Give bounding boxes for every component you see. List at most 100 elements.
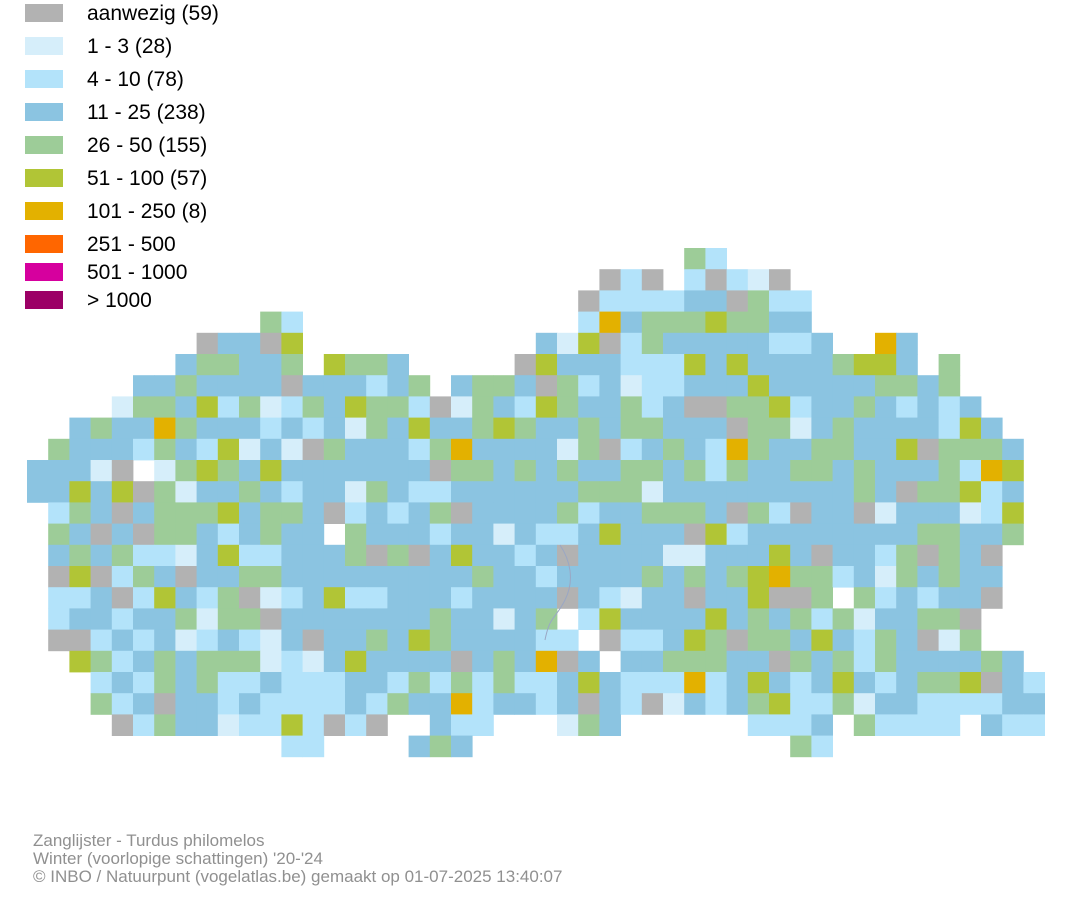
grid-cell [217,332,240,355]
grid-cell [896,523,918,546]
grid-cell [917,438,939,461]
grid-cell [90,502,113,524]
grid-cell [705,544,727,567]
grid-cell [917,693,939,715]
grid-cell [853,566,876,588]
grid-cell [705,608,727,630]
legend-label: 51 - 100 (57) [87,167,208,190]
grid-cell [408,417,431,440]
grid-cell [938,396,961,418]
grid-cell [811,629,833,652]
legend-label: 11 - 25 (238) [87,101,206,124]
grid-cell [620,608,643,630]
grid-cell [641,544,664,567]
grid-cell [769,523,791,546]
grid-cell [217,396,240,418]
grid-cell [938,460,961,482]
grid-cell [705,650,727,673]
grid-cell [260,523,282,546]
grid-cell [896,481,918,503]
grid-cell [535,544,558,567]
grid-cell [917,502,939,524]
grid-cell [853,460,876,482]
grid-cell [472,693,494,715]
grid-cell [535,354,558,376]
grid-cell [90,417,113,440]
grid-cell [769,587,791,609]
grid-cell [281,587,303,609]
grid-cell [557,714,579,736]
grid-cell [302,460,325,482]
legend-label: 101 - 250 (8) [87,200,208,223]
grid-cell [535,523,558,546]
grid-cell [239,650,261,673]
grid-cell [260,693,282,715]
grid-cell [705,502,727,524]
grid-cell [663,354,685,376]
grid-cell [429,438,452,461]
grid-cell [917,714,939,736]
grid-cell [48,544,70,567]
grid-cell [90,481,113,503]
grid-cell [726,332,749,355]
grid-cell [853,523,876,546]
grid-cell [217,375,240,397]
grid-cell [345,438,367,461]
grid-cell [451,672,473,694]
river-line [544,544,571,641]
grid-cell [599,608,621,630]
grid-cell [281,481,303,503]
grid-cell [493,481,515,503]
grid-cell [769,332,791,355]
grid-cell [917,417,939,440]
grid-cell [557,332,579,355]
grid-cell [387,693,409,715]
grid-cell [302,714,325,736]
grid-cell [811,544,833,567]
grid-cell [747,502,770,524]
grid-cell [111,566,134,588]
grid-cell [641,566,664,588]
grid-cell [429,608,452,630]
legend-label: > 1000 [87,289,152,312]
grid-cell [875,417,897,440]
grid-cell [938,375,961,397]
grid-cell [493,396,515,418]
grid-cell [726,544,749,567]
grid-cell [472,502,494,524]
grid-cell [133,375,155,397]
grid-cell [790,587,812,609]
grid-cell [811,608,833,630]
grid-cell [959,672,982,694]
grid-cell [154,502,176,524]
grid-cell [747,650,770,673]
grid-cell [705,417,727,440]
grid-cell [217,629,240,652]
grid-cell [535,608,558,630]
grid-cell [472,629,494,652]
grid-cell [323,566,346,588]
grid-cell [663,608,685,630]
grid-cell [345,481,367,503]
grid-cell [90,608,113,630]
grid-cell [451,566,473,588]
grid-cell [557,438,579,461]
grid-cell [535,566,558,588]
grid-cell [366,566,388,588]
grid-cell [69,587,91,609]
grid-cell [663,332,685,355]
grid-cell [811,481,833,503]
grid-cell [387,354,409,376]
grid-cell [345,375,367,397]
grid-cell [281,544,303,567]
grid-cell [408,608,431,630]
grid-cell [451,481,473,503]
grid-cell [239,396,261,418]
legend-swatch [25,291,63,309]
grid-cell [557,544,579,567]
grid-cell [747,714,770,736]
grid-cell [663,396,685,418]
grid-cell [302,608,325,630]
grid-cell [387,629,409,652]
grid-cell [599,269,621,291]
